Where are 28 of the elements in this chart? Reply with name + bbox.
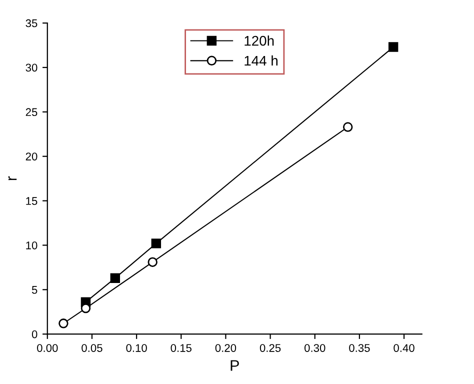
y-axis-title: r bbox=[8, 176, 17, 180]
x-tick-label: 0.20 bbox=[215, 344, 236, 352]
x-tick-label: 0.10 bbox=[126, 344, 147, 352]
y-tick-label: 30 bbox=[26, 64, 38, 72]
x-tick-label: 0.15 bbox=[170, 344, 192, 352]
x-tick-label: 0.00 bbox=[37, 344, 58, 352]
x-tick-label: 0.30 bbox=[304, 344, 326, 352]
point bbox=[343, 122, 353, 132]
y-tick-label: 15 bbox=[26, 197, 38, 205]
y-tick-label: 25 bbox=[26, 108, 38, 116]
point bbox=[58, 318, 68, 328]
x-tick-label: 0.35 bbox=[349, 344, 370, 352]
point bbox=[151, 238, 162, 248]
y-tick-label: 35 bbox=[26, 19, 38, 28]
point bbox=[148, 257, 158, 267]
x-tick-label: 0.05 bbox=[82, 344, 102, 352]
x-tick-label: 0.40 bbox=[394, 344, 414, 352]
y-tick-label: 5 bbox=[32, 286, 38, 294]
x-axis-title: P bbox=[230, 360, 239, 371]
legend-label: 120h bbox=[244, 36, 274, 46]
legend-label: 144 h bbox=[244, 55, 278, 66]
y-tick-label: 0 bbox=[32, 330, 38, 338]
y-tick-label: 10 bbox=[26, 241, 38, 250]
x-tick-label: 0.25 bbox=[260, 344, 281, 352]
point bbox=[110, 273, 120, 283]
point bbox=[80, 303, 91, 314]
y-tick-label: 20 bbox=[26, 152, 38, 160]
point bbox=[388, 42, 398, 52]
